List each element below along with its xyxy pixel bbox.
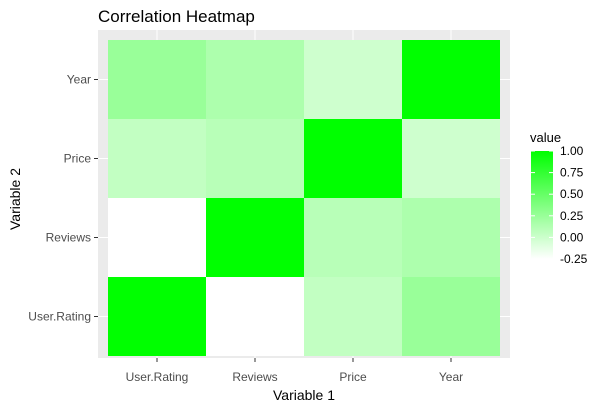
legend-tick-label: 0.75 (560, 166, 584, 180)
y-tick-label: Reviews (46, 231, 91, 245)
heatmap-cell (206, 198, 304, 277)
legend-colorbar (531, 151, 553, 259)
heatmap-cell (108, 277, 206, 356)
heatmap-cell (206, 40, 304, 119)
x-tick-label: User.Rating (126, 370, 189, 384)
heatmap-cell (402, 40, 500, 119)
x-axis-label: Variable 1 (273, 387, 335, 403)
heatmap-cell (402, 277, 500, 356)
heatmap-cells (108, 40, 500, 356)
legend-ticks: 1.00 0.75 0.50 0.25 0.00 -0.25 (531, 144, 588, 266)
heatmap-cell (108, 198, 206, 277)
y-axis-ticks: User.Rating Reviews Price Year (28, 73, 98, 324)
heatmap-cell (206, 119, 304, 198)
legend-tick-label: 0.00 (560, 230, 584, 244)
legend-title: value (530, 130, 561, 145)
heatmap-cell (304, 277, 402, 356)
heatmap-cell (108, 119, 206, 198)
legend-tick-label: 0.25 (560, 209, 584, 223)
heatmap-cell (304, 198, 402, 277)
heatmap-cell (402, 198, 500, 277)
legend-tick-label: 1.00 (560, 144, 584, 158)
legend-tick-label: -0.25 (560, 252, 588, 266)
heatmap-cell (402, 119, 500, 198)
heatmap-cell (108, 40, 206, 119)
y-tick-label: User.Rating (28, 310, 91, 324)
y-tick-label: Price (64, 152, 92, 166)
heatmap-cell (206, 277, 304, 356)
x-tick-label: Reviews (232, 370, 277, 384)
x-tick-label: Year (439, 370, 463, 384)
y-axis-label: Variable 2 (7, 168, 23, 230)
chart-title: Correlation Heatmap (98, 7, 255, 26)
x-axis-ticks: User.Rating Reviews Price Year (126, 358, 463, 384)
legend-tick-label: 0.50 (560, 187, 584, 201)
x-tick-label: Price (339, 370, 367, 384)
heatmap-cell (304, 40, 402, 119)
y-tick-label: Year (67, 73, 91, 87)
color-legend: value 1.00 0.75 0.50 0.25 0.00 -0.25 (530, 130, 588, 266)
heatmap-cell (304, 119, 402, 198)
